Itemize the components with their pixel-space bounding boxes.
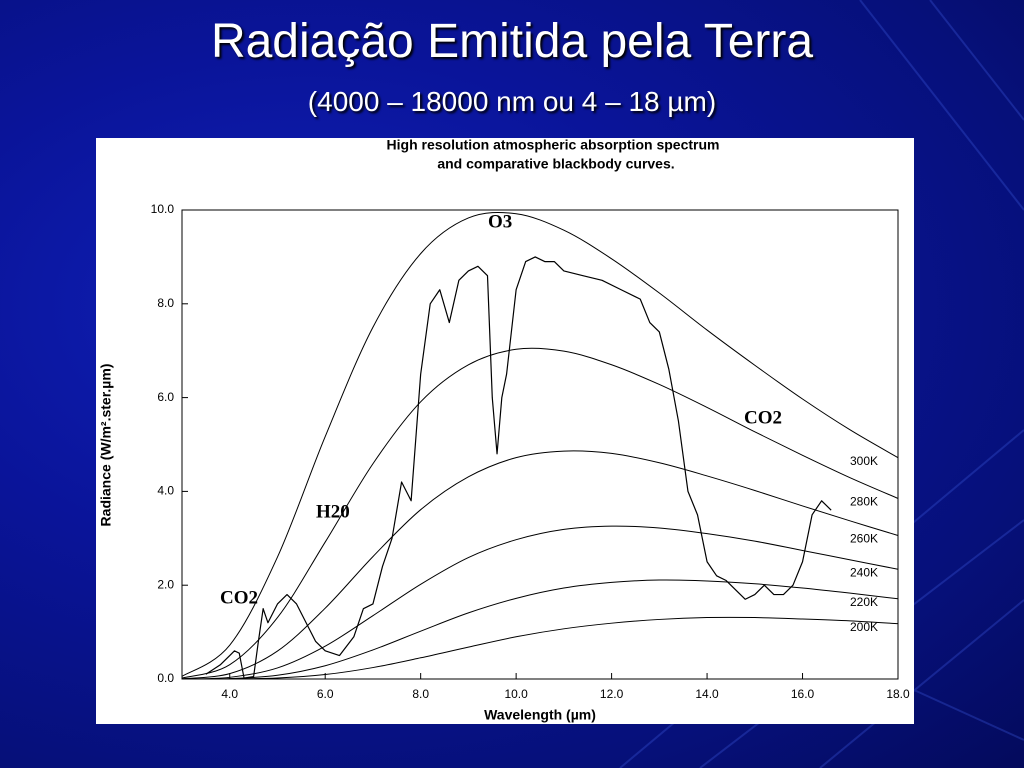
x-tick-label: 18.0 [886,687,910,701]
blackbody-curve [181,211,899,677]
annotation: O3 [488,211,512,232]
annotation: H20 [316,501,350,522]
chart-title: High resolution atmospheric absorption s… [387,138,720,153]
blackbody-curve [181,616,899,680]
blackbody-curve [181,525,899,680]
curve-label: 240K [850,565,878,579]
y-tick-label: 10.0 [151,202,175,216]
curve-label: 220K [850,595,878,609]
chart: High resolution atmospheric absorption s… [96,138,914,724]
y-tick-label: 4.0 [157,484,174,498]
x-tick-label: 14.0 [695,687,719,701]
curve-label: 280K [850,495,878,509]
plot-frame [181,209,899,680]
y-tick-label: 8.0 [157,296,174,310]
x-axis-label: Wavelength (µm) [484,707,596,723]
x-tick-label: 6.0 [317,687,334,701]
y-tick-label: 6.0 [157,390,174,404]
y-tick-label: 0.0 [157,671,174,685]
annotation: CO2 [744,407,782,428]
x-tick-label: 16.0 [791,687,815,701]
y-axis-label: Radiance (W/m².ster.µm) [98,364,114,527]
curve-label: 200K [850,620,878,634]
annotation: CO2 [220,587,258,608]
chart-subtitle: and comparative blackbody curves. [437,156,674,172]
curve-label: 260K [850,532,878,546]
slide-subtitle: (4000 – 18000 nm ou 4 – 18 µm) [307,86,717,117]
x-tick-label: 4.0 [221,687,238,701]
y-tick-label: 2.0 [157,577,174,591]
blackbody-curve [181,450,899,680]
spectrum-line [205,256,832,679]
curve-label: 300K [850,454,878,468]
x-tick-label: 8.0 [412,687,429,701]
x-tick-label: 10.0 [504,687,528,701]
blackbody-curve [181,579,899,680]
x-tick-label: 12.0 [600,687,624,701]
slide-title: Radiação Emitida pela Terra [210,15,814,68]
blackbody-curve [181,347,899,679]
